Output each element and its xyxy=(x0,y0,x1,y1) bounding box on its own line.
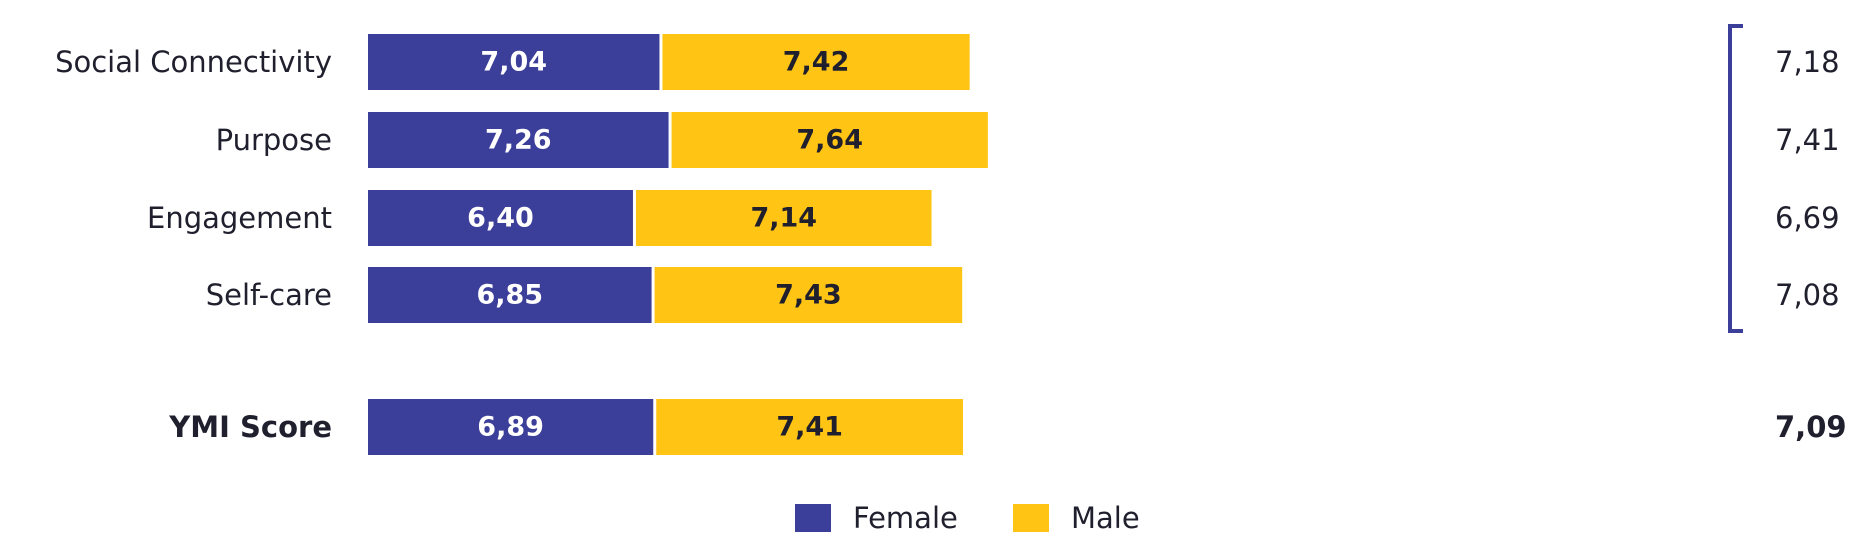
bar-female xyxy=(368,267,652,323)
legend-swatch-female xyxy=(795,504,831,532)
bar-label-female: 6,89 xyxy=(477,412,544,443)
subscale-bracket xyxy=(1728,24,1743,333)
bar-label-male: 7,14 xyxy=(750,203,817,234)
bar-male xyxy=(671,112,988,168)
legend-swatch-male xyxy=(1013,504,1049,532)
legend-label-male: Male xyxy=(1071,501,1140,535)
total-labels: 7,18 7,41 6,69 7,08 7,09 xyxy=(1775,45,1847,444)
bar-female xyxy=(368,34,660,90)
bars: 7,04 7,42 7,26 7,64 6,40 7,14 6,85 7,43 6,89 7,41 xyxy=(368,34,988,455)
total-label: 7,18 xyxy=(1775,45,1840,79)
bar-label-female: 6,40 xyxy=(467,203,534,234)
category-labels: Social Connectivity Purpose Engagement Self… xyxy=(55,45,332,444)
category-label: Self-care xyxy=(206,278,332,312)
bar-label-female: 7,04 xyxy=(480,47,547,78)
bar-male xyxy=(654,267,963,323)
total-label: 7,08 xyxy=(1775,278,1840,312)
total-label: 7,09 xyxy=(1775,410,1847,444)
bar-label-male: 7,64 xyxy=(796,125,863,156)
bar-label-male: 7,42 xyxy=(783,47,850,78)
bar-female xyxy=(368,112,669,168)
category-label: Engagement xyxy=(147,201,332,235)
category-label: Purpose xyxy=(216,123,332,157)
total-label: 6,69 xyxy=(1775,201,1840,235)
bar-label-male: 7,41 xyxy=(776,412,843,443)
bar-label-female: 7,26 xyxy=(485,125,552,156)
bar-male xyxy=(656,399,964,455)
bar-male xyxy=(662,34,970,90)
bracket-line xyxy=(1728,24,1743,333)
total-label: 7,41 xyxy=(1775,123,1840,157)
bar-female xyxy=(368,190,633,246)
bar-label-female: 6,85 xyxy=(476,280,543,311)
bar-label-male: 7,43 xyxy=(775,280,842,311)
category-label: YMI Score xyxy=(168,410,332,444)
legend: Female Male xyxy=(795,501,1140,535)
category-label: Social Connectivity xyxy=(55,45,332,79)
legend-label-female: Female xyxy=(853,501,958,535)
bar-male xyxy=(635,190,932,246)
bar-female xyxy=(368,399,654,455)
